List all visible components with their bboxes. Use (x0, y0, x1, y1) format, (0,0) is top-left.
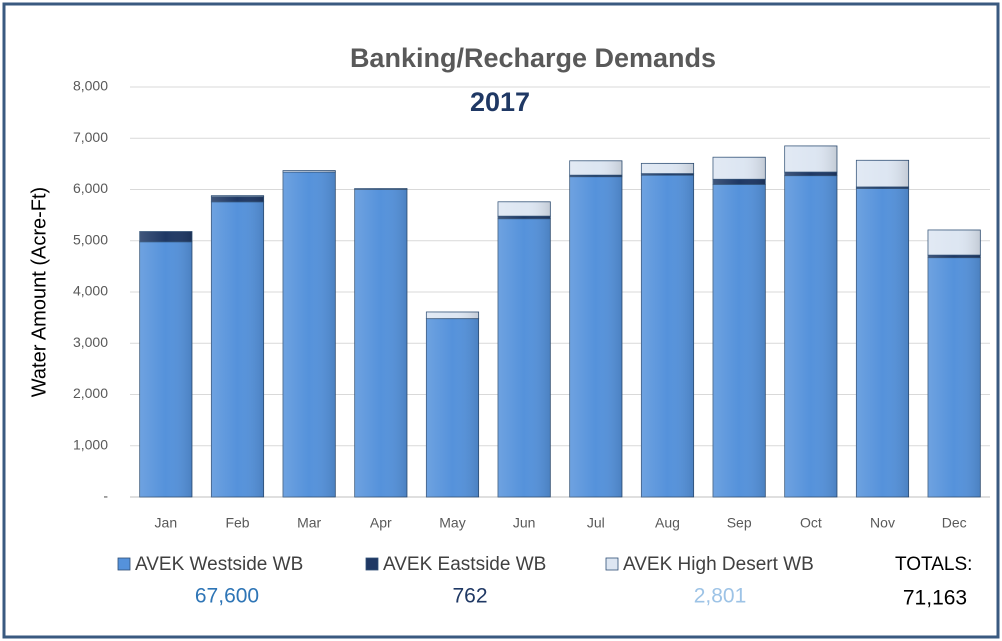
bar-shine (928, 257, 981, 497)
x-tick-label: Aug (655, 515, 680, 531)
legend-swatch (365, 557, 379, 571)
bar-shine (139, 231, 192, 242)
legend-label: AVEK Eastside WB (383, 554, 546, 575)
y-tick-label: 3,000 (73, 334, 108, 350)
legend-swatch (117, 557, 131, 571)
bar-shine (498, 218, 551, 497)
bar-shine (283, 172, 336, 497)
bar-shine (569, 160, 622, 176)
bar-shine (498, 216, 551, 219)
bar-shine (641, 163, 694, 174)
bar-shine (211, 196, 264, 202)
bar-shine (139, 241, 192, 497)
bar-shine (784, 172, 837, 176)
y-tick-label: 6,000 (73, 180, 108, 196)
x-tick-label: May (439, 515, 465, 531)
x-tick-label: Jan (155, 515, 178, 531)
bar-shine (713, 179, 766, 185)
bar-shine (498, 201, 551, 217)
bar-shine (426, 311, 479, 319)
x-tick-label: Feb (225, 515, 249, 531)
x-tick-label: Oct (800, 515, 822, 531)
bar-shine (713, 184, 766, 497)
y-tick-label: 7,000 (73, 129, 108, 145)
bar-shine (569, 176, 622, 497)
bar-shine (928, 255, 981, 258)
bar-shine (426, 318, 479, 497)
legend-label: AVEK Westside WB (135, 554, 303, 575)
y-axis-label: Water Amount (Acre-Ft) (28, 187, 50, 397)
bar-shine (784, 175, 837, 497)
y-tick-label: 8,000 (73, 78, 108, 94)
bar-shine (856, 186, 909, 189)
bar-shine (641, 175, 694, 497)
legend-swatch (605, 557, 619, 571)
series-total: 2,801 (694, 585, 747, 608)
series-total: 762 (452, 585, 487, 608)
x-tick-label: Apr (370, 515, 392, 531)
series-total: 67,600 (195, 585, 259, 608)
bar-shine (354, 188, 407, 190)
x-tick-label: Sep (727, 515, 752, 531)
bar-shine (354, 189, 407, 497)
bar-shine (928, 229, 981, 256)
bar-shine (283, 170, 336, 173)
y-tick-label: 4,000 (73, 283, 108, 299)
bar-shine (569, 175, 622, 177)
x-tick-label: Jun (513, 515, 536, 531)
y-tick-label: 5,000 (73, 231, 108, 247)
x-tick-label: Nov (870, 515, 895, 531)
legend-label: AVEK High Desert WB (623, 554, 814, 575)
y-tick-label: 2,000 (73, 385, 108, 401)
chart-title: Banking/Recharge Demands (350, 43, 716, 73)
y-tick-label: - (103, 488, 108, 504)
x-tick-label: Jul (587, 515, 605, 531)
bar-shine (713, 157, 766, 180)
x-tick-label: Dec (942, 515, 967, 531)
bar-shine (856, 160, 909, 187)
bar-shine (211, 195, 264, 197)
bar-shine (211, 201, 264, 498)
bar-shine (641, 173, 694, 176)
grand-total: 71,163 (903, 587, 967, 610)
y-tick-label: 1,000 (73, 436, 108, 452)
totals-label: TOTALS: (895, 554, 972, 575)
x-tick-label: Mar (297, 515, 321, 531)
chart-subtitle: 2017 (470, 87, 530, 117)
bar-shine (784, 145, 837, 173)
bar-shine (856, 188, 909, 497)
